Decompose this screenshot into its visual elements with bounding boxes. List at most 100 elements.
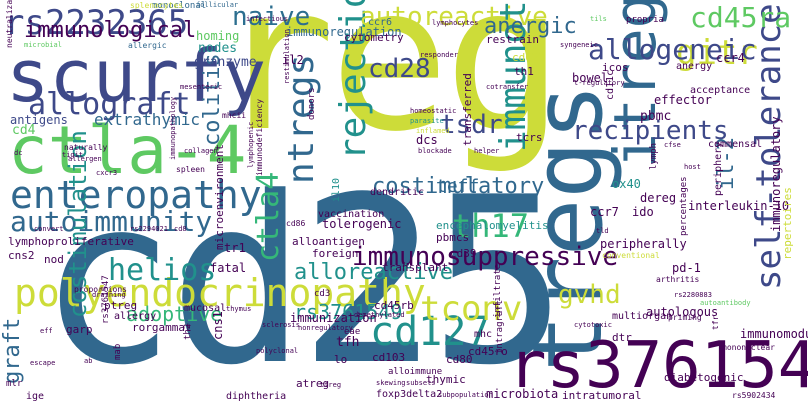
word-tigit: mesenteric <box>180 83 223 91</box>
word-ctla-4: ctla-4 <box>8 112 247 189</box>
word-costimulation: adoptive <box>126 302 223 326</box>
word-il2: cytometry <box>344 31 404 44</box>
word-th2: rorgammat <box>132 321 192 334</box>
word-vaccination: encephalomyelitis <box>436 219 549 232</box>
word-naive: naive <box>232 2 311 32</box>
word-subpopulation: subsets <box>406 379 436 387</box>
word-rorgammat: allergy <box>114 311 157 322</box>
word-parasite: inflamed <box>416 127 450 135</box>
word-responder: syngeneic <box>560 41 598 49</box>
word-diabetogenic: rs5902434 <box>732 391 776 400</box>
word-neutralization: microbial <box>24 41 62 49</box>
word-skewing: ttreg <box>320 381 342 389</box>
word-ptreg: rs3761547 <box>101 275 111 324</box>
word-colitis: homing <box>196 29 240 43</box>
word-tconv: tconv <box>420 289 523 329</box>
word-t-regulatory: homeostatic <box>410 107 457 115</box>
word-dtr: priming <box>668 313 702 322</box>
word-cd62l: th1 <box>514 65 534 78</box>
word-autologous: immunomodulatory <box>740 327 808 341</box>
word-propria: restrain <box>486 33 539 46</box>
word-diphtheria: ige <box>26 391 45 402</box>
word-syngeneic: tils <box>590 15 607 23</box>
word-convert: rs2294021 <box>130 225 168 233</box>
word-helper: transferred <box>461 73 474 146</box>
word-allograft: allograft <box>28 87 191 122</box>
word-cd127: cd127 <box>370 309 491 355</box>
word-rs5902434: dtr <box>612 331 632 344</box>
word-tfr: autologous <box>646 305 719 319</box>
word-scurfy: scurfy <box>6 34 267 118</box>
word-polyclonal: cns1 <box>211 311 225 340</box>
word-dcs: tcrs <box>516 131 543 144</box>
word-proportions: draining <box>92 291 126 299</box>
word-lymphocytes: propria <box>626 15 664 25</box>
word-granzyme: immunoregulation <box>286 25 402 39</box>
word-cotransfer: t-regulatory <box>574 79 625 87</box>
word-tolerogenic: il10 <box>331 177 342 202</box>
word-extrathymic: antigens <box>10 113 68 127</box>
word-graft: rs3761549 <box>294 300 403 324</box>
word-lymph: host <box>684 163 701 171</box>
word-sclerosis: polyclonal <box>256 347 299 355</box>
word-gitr: gitr <box>676 33 758 73</box>
word-encephalomyelitis: tfh <box>336 335 360 350</box>
word-icos: ccr4 <box>716 51 745 65</box>
word-mesenteric: spleen <box>176 165 205 174</box>
word-th17: helios <box>108 253 217 288</box>
word-ccr4: anergy <box>676 61 713 72</box>
word-tsdr: tsdr <box>440 110 503 140</box>
word-repertoires: percentages <box>679 176 689 236</box>
word-allergen: naturally <box>64 143 108 152</box>
word-allogeneic: allogeneic <box>588 33 757 66</box>
word-foxp3delta2: subpopulation <box>438 391 493 399</box>
word-pbmcs: cd3 <box>314 289 331 299</box>
word-adoptive: alloreactive <box>294 260 453 285</box>
word-immunoregulation: infectious <box>246 15 289 23</box>
word-ttreg: atreg <box>296 377 330 390</box>
word-draining: fatal <box>210 261 247 275</box>
word-ccr6: lymphocytes <box>432 19 479 27</box>
word-autoimmunity: autoimmunity <box>10 205 213 238</box>
word-lymphopenic: donors <box>307 87 317 120</box>
word-mucosal: thymus <box>226 305 252 313</box>
word-il10: cd86 <box>286 219 306 228</box>
word-transplant: tolerogenic <box>322 217 402 231</box>
word-mhcii: restimulation <box>283 29 291 84</box>
word-cd86: dendritic <box>370 187 425 198</box>
word-rs2232365: rs2232365 <box>4 3 189 43</box>
word-allergic: il2 <box>282 53 304 67</box>
word-cd11c: acceptance <box>690 85 751 96</box>
word-teff: th17 <box>452 207 530 245</box>
word-bowel: icos <box>602 61 629 74</box>
word-garp: mab <box>113 343 123 360</box>
word-rs3761548: rs3761548 <box>508 329 808 403</box>
word-rs2294021: cd8 <box>174 225 187 233</box>
word-reg: reg <box>215 0 564 176</box>
word-mhc: cytotoxic <box>574 321 612 329</box>
word-eff: proportions <box>74 285 127 294</box>
word-homing: nodes <box>198 41 238 56</box>
word-subsets: skewing <box>376 379 406 387</box>
word-alloreactive: graft <box>0 317 25 384</box>
word-mab: diphtheria <box>226 391 287 402</box>
word-ab: eff <box>40 327 53 335</box>
word-intratumoral: foxp3delta2 <box>376 389 443 400</box>
word-microbial: allergic <box>128 41 167 50</box>
word-microbiota: intratumoral <box>562 389 642 402</box>
word-cd25: cd25 <box>38 149 568 404</box>
word-naturally: dc <box>14 149 23 157</box>
word-mononuclear: diabetogenic <box>664 371 744 384</box>
word-cd3: cd45rb <box>374 299 414 312</box>
word-immunopathology: immunodeficiency <box>255 98 264 176</box>
word-infectious: monoclonal <box>152 1 207 11</box>
word-nod: cns2 <box>8 249 35 262</box>
word-foreign: transplant <box>382 261 449 274</box>
word-follicular: splenocytes <box>130 1 183 10</box>
word-priming: multiorgan <box>612 311 673 322</box>
word-tcrs: cd11c <box>605 69 616 100</box>
word-cd80: lo <box>334 353 348 366</box>
word-inflamed: blockade <box>418 147 452 155</box>
word-cd28: cd28 <box>368 54 431 84</box>
word-dc: tigit <box>62 151 84 159</box>
